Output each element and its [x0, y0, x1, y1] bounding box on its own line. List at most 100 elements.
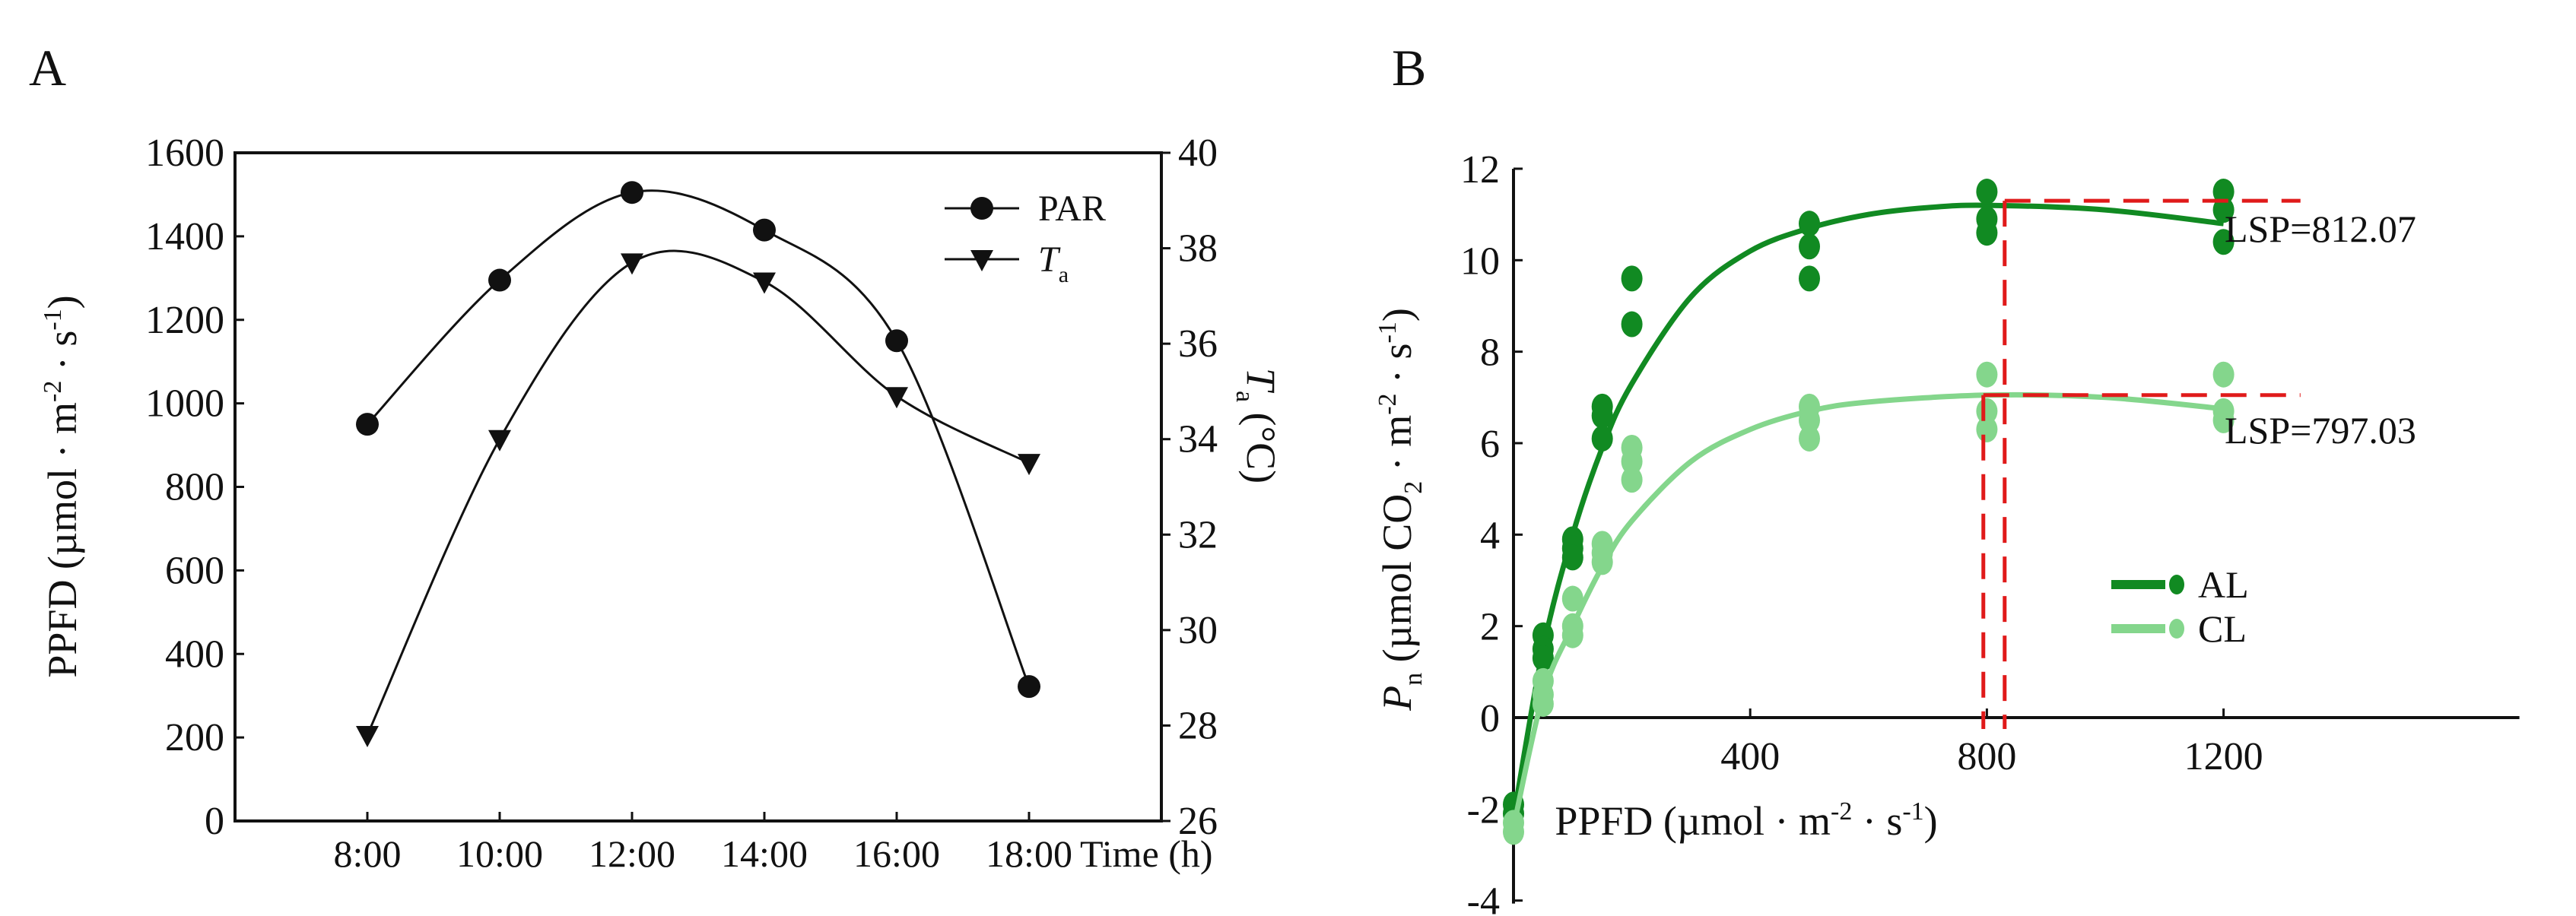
b-y-tick-label: -2: [1467, 788, 1500, 832]
a-y-tick-label: 0: [205, 800, 224, 843]
b-point-cl: [1561, 622, 1583, 648]
b-y-tick-label: 10: [1460, 239, 1500, 283]
b-legend-marker-cl: [2169, 619, 2184, 639]
b-x-tick-label: 800: [1957, 735, 2016, 778]
a-x-tick-label: 14:00: [721, 832, 808, 875]
b-lsp-label-cl: LSP=797.03: [2225, 409, 2416, 452]
a-y-tick-label: 400: [165, 632, 224, 676]
a-y-tick-label: 1600: [145, 132, 224, 175]
a-point-ta: [621, 253, 643, 275]
a-point-par: [885, 329, 908, 353]
b-point-cl: [2212, 361, 2235, 388]
panel-label-b: B: [1392, 39, 1426, 97]
b-ylabel-part: · s: [1374, 343, 1420, 393]
a-y-tick-label: 1000: [145, 382, 224, 426]
b-point-cl: [1976, 416, 1998, 442]
b-xlabel-sup: -2: [1831, 797, 1852, 826]
a-y2label-sub: a: [1231, 391, 1259, 402]
b-y-tick-label: 6: [1480, 423, 1500, 466]
a-y2-tick-label: 30: [1178, 609, 1218, 652]
b-fit-curve-cl: [1510, 391, 2224, 829]
a-point-ta: [356, 725, 379, 747]
b-x-tick-label: 400: [1720, 735, 1780, 778]
b-ylabel-part: (µmol CO: [1374, 494, 1420, 673]
b-ylabel-part: ): [1374, 308, 1420, 322]
b-y-tick-label: 0: [1480, 697, 1500, 740]
b-point-cl: [2212, 407, 2235, 433]
a-y-tick-label: 1400: [145, 215, 224, 258]
b-point-cl: [1976, 361, 1998, 388]
b-point-al: [1799, 265, 1820, 292]
b-point-al: [1621, 311, 1643, 338]
a-legend-label-sub: a: [1059, 262, 1069, 287]
b-point-cl: [1503, 819, 1524, 845]
b-point-cl: [1591, 549, 1613, 575]
a-y2label-T: T: [1238, 368, 1284, 394]
a-legend-label: Ta: [1038, 239, 1069, 287]
a-line-par: [366, 189, 1031, 687]
b-ylabel-sup: -2: [1374, 393, 1402, 414]
a-y2-tick-label: 38: [1178, 227, 1218, 271]
a-ylabel-sup: -1: [39, 309, 67, 330]
a-point-par: [753, 218, 776, 242]
a-y-axis-title: PPFD (µmol · m-2 · s-1): [39, 295, 85, 677]
a-y2-tick-label: 26: [1178, 800, 1218, 843]
b-point-cl: [1532, 690, 1554, 717]
b-point-al: [1799, 211, 1820, 237]
b-point-al: [1976, 220, 1998, 246]
a-ylabel-part: ): [40, 295, 85, 309]
b-point-al: [1591, 425, 1613, 452]
a-point-ta: [885, 387, 908, 409]
a-point-par: [356, 413, 379, 436]
b-legend-label-al: AL: [2198, 563, 2249, 606]
a-point-par: [1018, 675, 1040, 699]
b-y-tick-label: 12: [1460, 148, 1500, 192]
b-ylabel-sup: -1: [1374, 322, 1402, 343]
b-point-cl: [1621, 448, 1643, 475]
b-y-tick-label: 8: [1480, 331, 1500, 375]
a-y-tick-label: 200: [165, 716, 224, 759]
b-y-tick-label: 4: [1480, 514, 1500, 557]
a-y-tick-label: 600: [165, 549, 224, 592]
b-x-tick-label: 1200: [2184, 735, 2263, 778]
b-xlabel-part: ): [1924, 798, 1938, 844]
b-point-al: [1561, 544, 1583, 571]
a-point-ta: [753, 272, 776, 294]
a-legend-marker-circle: [970, 197, 993, 220]
a-x-tick-label: 12:00: [589, 832, 675, 875]
a-y2-axis-title: Ta (°C): [1231, 368, 1284, 483]
a-ylabel-part: PPFD (µmol · m: [40, 402, 85, 678]
b-point-cl: [1799, 425, 1820, 452]
b-point-al: [1591, 402, 1613, 429]
a-legend-marker-triangle: [970, 250, 993, 271]
b-xlabel-part: · s: [1852, 798, 1902, 844]
b-legend-marker-al: [2169, 575, 2184, 594]
a-x-tick-label: 18:00: [986, 832, 1072, 875]
b-ylabel-P: P: [1374, 686, 1420, 712]
a-ylabel-part: · s: [40, 331, 85, 381]
panel-label-a: A: [29, 39, 66, 97]
b-point-cl: [1799, 407, 1820, 433]
a-point-ta: [1018, 454, 1040, 476]
b-point-al: [1532, 645, 1554, 671]
b-point-cl: [1561, 585, 1583, 612]
a-y2-tick-label: 40: [1178, 132, 1218, 175]
b-ylabel-sub: n: [1399, 673, 1428, 686]
a-x-axis-title: Time (h): [1080, 832, 1213, 875]
a-y2-tick-label: 36: [1178, 322, 1218, 366]
b-ylabel-sub: 2: [1399, 481, 1428, 494]
a-y2-tick-label: 32: [1178, 513, 1218, 556]
b-x-axis-title: PPFD (µmol · m-2 · s-1): [1555, 797, 1937, 844]
a-legend-label: PAR: [1038, 189, 1106, 229]
b-point-al: [1976, 179, 1998, 205]
a-point-par: [488, 268, 511, 292]
b-point-al: [1621, 265, 1643, 292]
a-y-tick-label: 800: [165, 466, 224, 509]
b-fit-curve-al: [1510, 202, 2225, 819]
a-y-tick-label: 1200: [145, 299, 224, 342]
b-ylabel-part: · m: [1374, 415, 1420, 481]
b-y-tick-label: 2: [1480, 606, 1500, 649]
a-point-par: [621, 181, 643, 204]
a-x-tick-label: 8:00: [334, 832, 402, 875]
